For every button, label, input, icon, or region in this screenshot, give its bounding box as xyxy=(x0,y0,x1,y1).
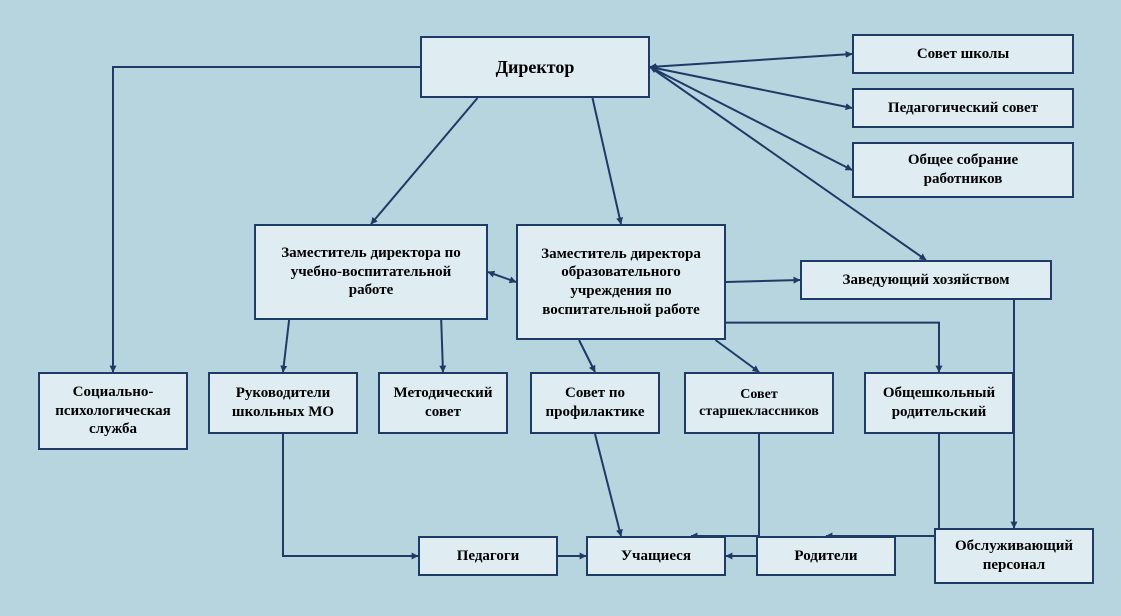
edge-sovetStarsh-uchashiesya xyxy=(691,434,759,536)
node-label: Заместитель директора образовательного у… xyxy=(541,245,701,320)
node-sovetStarsh: Совет старшеклассников xyxy=(684,372,834,434)
edge-zamVR-sovetStarsh xyxy=(716,340,760,372)
node-director: Директор xyxy=(420,36,650,98)
edge-sovetProf-uchashiesya xyxy=(595,434,621,536)
node-zamUVR: Заместитель директора по учебно-воспитат… xyxy=(254,224,488,320)
node-label: Педагоги xyxy=(457,547,520,566)
node-rukMO: Руководители школьных МО xyxy=(208,372,358,434)
node-label: Руководители школьных МО xyxy=(232,384,334,422)
node-label: Совет школы xyxy=(917,45,1009,64)
node-workersMtg: Общее собрание работников xyxy=(852,142,1074,198)
edge-rodKom-roditeli xyxy=(826,434,939,536)
node-label: Учащиеся xyxy=(621,547,691,566)
edge-director-pedCouncil xyxy=(650,67,852,108)
node-obsluzh: Обслуживающий персонал xyxy=(934,528,1094,584)
node-rodKom: Общешкольный родительский xyxy=(864,372,1014,434)
node-label: Директор xyxy=(496,56,575,79)
node-label: Родители xyxy=(794,547,857,566)
node-label: Общее собрание работников xyxy=(908,151,1018,189)
node-label: Заместитель директора по учебно-воспитат… xyxy=(281,244,461,300)
edge-zamUVR-rukMO xyxy=(283,320,289,372)
node-label: Совет старшеклассников xyxy=(699,386,819,421)
edge-director-schoolCouncil xyxy=(650,54,852,67)
node-uchashiesya: Учащиеся xyxy=(586,536,726,576)
node-zavHoz: Заведующий хозяйством xyxy=(800,260,1052,300)
edge-zamVR-sovetProf xyxy=(579,340,595,372)
edge-zamUVR-metodSovet xyxy=(441,320,443,372)
org-chart-diagram: Директор Совет школы Педагогический совет О… xyxy=(0,0,1121,616)
edge-zamVR-zavHoz xyxy=(726,280,800,282)
node-pedCouncil: Педагогический совет xyxy=(852,88,1074,128)
node-label: Совет по профилактике xyxy=(545,384,644,422)
node-label: Общешкольный родительский xyxy=(883,384,995,422)
node-label: Заведующий хозяйством xyxy=(843,271,1010,290)
node-label: Методический совет xyxy=(394,384,493,422)
node-metodSovet: Методический совет xyxy=(378,372,508,434)
edge-rukMO-pedagogi xyxy=(283,434,418,556)
node-label: Педагогический совет xyxy=(888,99,1038,118)
node-sovetProf: Совет по профилактике xyxy=(530,372,660,434)
edge-director-zamVR xyxy=(593,98,622,224)
edge-director-socPsych xyxy=(113,67,420,372)
node-label: Обслуживающий персонал xyxy=(955,537,1073,575)
node-pedagogi: Педагоги xyxy=(418,536,558,576)
node-label: Социально- психологическая служба xyxy=(55,383,171,439)
node-socPsych: Социально- психологическая служба xyxy=(38,372,188,450)
node-roditeli: Родители xyxy=(756,536,896,576)
node-zamVR: Заместитель директора образовательного у… xyxy=(516,224,726,340)
node-schoolCouncil: Совет школы xyxy=(852,34,1074,74)
edge-director-workersMtg xyxy=(650,67,852,170)
edge-director-zamUVR xyxy=(371,98,478,224)
edge-zavHoz-obsluzh xyxy=(1014,296,1052,528)
edge-zamUVR-zamVR xyxy=(488,272,516,282)
edge-zamVR-rodKom xyxy=(726,323,939,372)
